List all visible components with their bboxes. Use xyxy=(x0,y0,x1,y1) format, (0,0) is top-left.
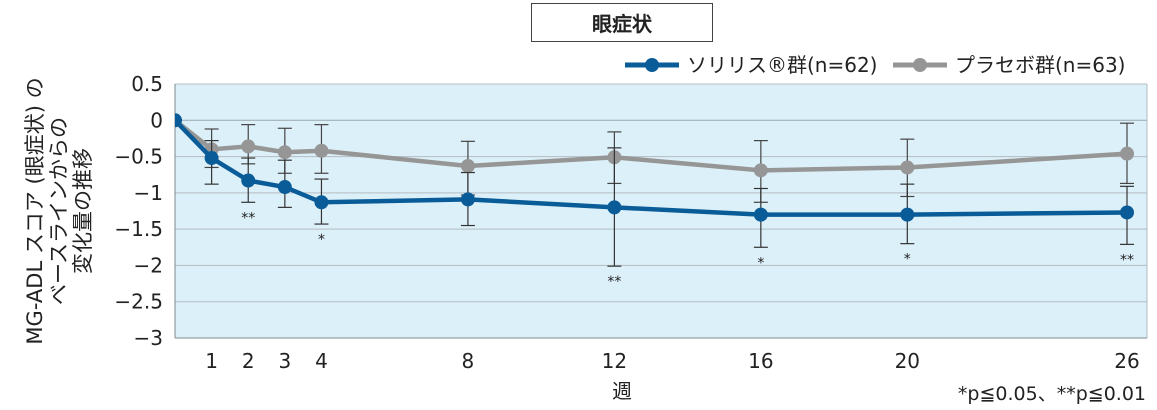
y-axis-label-line3: 変化量の推移 xyxy=(71,148,95,274)
footnote: *p≦0.05、**p≦0.01 xyxy=(958,383,1146,405)
legend-marker xyxy=(913,58,927,72)
data-point xyxy=(460,159,475,174)
data-point xyxy=(1120,146,1134,161)
data-point xyxy=(900,207,915,222)
x-tick-label: 8 xyxy=(462,349,475,373)
significance-marker: ** xyxy=(607,274,621,290)
y-tick-label: −0.5 xyxy=(114,145,163,169)
x-tick-label: 26 xyxy=(1114,349,1139,373)
legend-label: プラセボ群(n=63) xyxy=(955,53,1126,77)
data-point xyxy=(314,195,329,210)
y-tick-label: 0.5 xyxy=(131,72,163,96)
chart-title: 眼症状 xyxy=(531,3,713,42)
data-point xyxy=(241,173,256,188)
significance-marker: ** xyxy=(241,210,255,226)
y-tick-label: −3 xyxy=(134,326,163,350)
data-point xyxy=(204,151,219,166)
data-point xyxy=(175,113,182,128)
y-axis-label-line2: ベースラインからの xyxy=(47,117,71,305)
x-tick-label: 12 xyxy=(602,349,627,373)
y-axis: 0.5 0 −0.5 −1 −1.5 −2 −2.5 −3 xyxy=(114,72,163,350)
data-point xyxy=(241,139,256,154)
significance-marker: * xyxy=(757,255,764,271)
data-point xyxy=(277,180,292,195)
legend-marker xyxy=(645,58,659,72)
legend-label: ソリリス®群(n=62) xyxy=(687,53,878,77)
legend: ソリリス®群(n=62) プラセボ群(n=63) xyxy=(625,53,1126,77)
y-tick-label: −2.5 xyxy=(114,290,163,314)
series-line xyxy=(175,118,1128,217)
data-point xyxy=(460,192,475,207)
x-tick-label: 1 xyxy=(205,349,218,373)
x-axis: 1 2 3 4 8 12 16 20 26 xyxy=(205,349,1139,373)
series-soliris xyxy=(175,113,1134,267)
y-tick-label: −2 xyxy=(134,253,163,277)
x-axis-label: 週 xyxy=(612,379,632,403)
significance-marker: * xyxy=(318,232,325,248)
y-tick-label: −1 xyxy=(134,181,163,205)
x-tick-label: 4 xyxy=(315,349,328,373)
data-point xyxy=(753,163,768,178)
data-point xyxy=(1120,205,1134,220)
x-tick-label: 2 xyxy=(242,349,255,373)
y-axis-label-line1: MG-ADL スコア (眼症状) の xyxy=(23,77,47,344)
data-point xyxy=(314,143,329,158)
series-layer: ****** * ** xyxy=(175,113,1134,290)
series-line xyxy=(175,118,1128,173)
data-point xyxy=(607,200,622,215)
significance-marker: ** xyxy=(1120,252,1134,268)
x-tick-label: 20 xyxy=(895,349,920,373)
y-tick-label: 0 xyxy=(150,108,163,132)
significance-marker: * xyxy=(904,252,911,268)
y-axis-label: MG-ADL スコア (眼症状) の ベースラインからの 変化量の推移 xyxy=(23,77,95,344)
y-tick-label: −1.5 xyxy=(114,217,163,241)
data-point xyxy=(753,207,768,222)
data-point xyxy=(900,160,915,175)
data-point xyxy=(277,145,292,160)
x-tick-label: 16 xyxy=(748,349,773,373)
x-tick-label: 3 xyxy=(278,349,291,373)
